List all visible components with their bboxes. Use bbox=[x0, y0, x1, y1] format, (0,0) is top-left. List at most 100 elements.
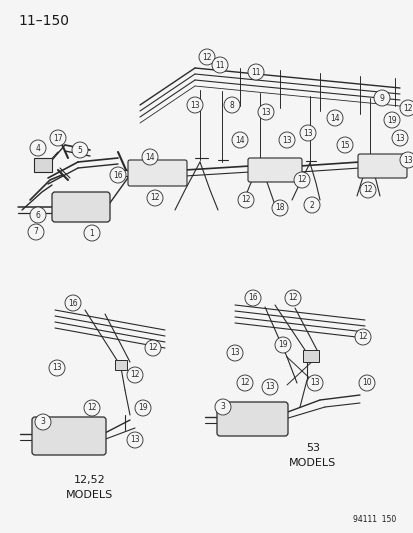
Circle shape bbox=[65, 295, 81, 311]
Text: 13: 13 bbox=[309, 378, 319, 387]
Circle shape bbox=[261, 379, 277, 395]
Text: 13: 13 bbox=[130, 435, 140, 445]
Text: 17: 17 bbox=[53, 133, 63, 142]
Text: 15: 15 bbox=[339, 141, 349, 149]
Circle shape bbox=[326, 110, 342, 126]
FancyBboxPatch shape bbox=[128, 160, 187, 186]
Text: 19: 19 bbox=[278, 341, 287, 350]
Circle shape bbox=[72, 142, 88, 158]
FancyBboxPatch shape bbox=[34, 158, 52, 172]
Circle shape bbox=[284, 290, 300, 306]
Circle shape bbox=[236, 375, 252, 391]
Text: 10: 10 bbox=[361, 378, 371, 387]
Circle shape bbox=[244, 290, 260, 306]
Circle shape bbox=[84, 400, 100, 416]
Circle shape bbox=[49, 360, 65, 376]
Text: 14: 14 bbox=[235, 135, 244, 144]
Circle shape bbox=[110, 167, 126, 183]
Circle shape bbox=[214, 399, 230, 415]
Text: 13: 13 bbox=[282, 135, 291, 144]
Circle shape bbox=[354, 329, 370, 345]
Text: 12: 12 bbox=[241, 196, 250, 205]
FancyBboxPatch shape bbox=[247, 158, 301, 182]
Circle shape bbox=[399, 152, 413, 168]
Circle shape bbox=[187, 97, 202, 113]
Text: 12: 12 bbox=[287, 294, 297, 303]
Text: 16: 16 bbox=[247, 294, 257, 303]
Text: MODELS: MODELS bbox=[66, 490, 113, 500]
FancyBboxPatch shape bbox=[216, 402, 287, 436]
Circle shape bbox=[257, 104, 273, 120]
Text: 13: 13 bbox=[52, 364, 62, 373]
FancyBboxPatch shape bbox=[32, 417, 106, 455]
Text: 12: 12 bbox=[362, 185, 372, 195]
Text: 11: 11 bbox=[251, 68, 260, 77]
Circle shape bbox=[84, 225, 100, 241]
Text: 13: 13 bbox=[190, 101, 199, 109]
Circle shape bbox=[278, 132, 294, 148]
Circle shape bbox=[373, 90, 389, 106]
Circle shape bbox=[399, 100, 413, 116]
Text: 3: 3 bbox=[220, 402, 225, 411]
Text: 12: 12 bbox=[402, 103, 412, 112]
Circle shape bbox=[28, 224, 44, 240]
Text: 9: 9 bbox=[379, 93, 384, 102]
Circle shape bbox=[274, 337, 290, 353]
Circle shape bbox=[336, 137, 352, 153]
Circle shape bbox=[271, 200, 287, 216]
Text: 13: 13 bbox=[394, 133, 404, 142]
Text: 4: 4 bbox=[36, 143, 40, 152]
Text: 12: 12 bbox=[87, 403, 97, 413]
Circle shape bbox=[231, 132, 247, 148]
Circle shape bbox=[306, 375, 322, 391]
Circle shape bbox=[135, 400, 151, 416]
Circle shape bbox=[391, 130, 407, 146]
Text: 11–150: 11–150 bbox=[18, 14, 69, 28]
Text: 18: 18 bbox=[275, 204, 284, 213]
Text: 12: 12 bbox=[240, 378, 249, 387]
Text: 1: 1 bbox=[89, 229, 94, 238]
Circle shape bbox=[237, 192, 254, 208]
Text: 94111  150: 94111 150 bbox=[352, 515, 395, 524]
Circle shape bbox=[303, 197, 319, 213]
Text: 13: 13 bbox=[230, 349, 239, 358]
Text: 12: 12 bbox=[202, 52, 211, 61]
Text: 14: 14 bbox=[145, 152, 154, 161]
Circle shape bbox=[293, 172, 309, 188]
Text: 12: 12 bbox=[148, 343, 157, 352]
Text: 11: 11 bbox=[215, 61, 224, 69]
Text: 5: 5 bbox=[77, 146, 82, 155]
Text: 12: 12 bbox=[150, 193, 159, 203]
Text: 14: 14 bbox=[330, 114, 339, 123]
Text: 16: 16 bbox=[68, 298, 78, 308]
Text: 12: 12 bbox=[130, 370, 140, 379]
Circle shape bbox=[359, 182, 375, 198]
Text: 13: 13 bbox=[302, 128, 312, 138]
Circle shape bbox=[226, 345, 242, 361]
Circle shape bbox=[247, 64, 263, 80]
Text: 6: 6 bbox=[36, 211, 40, 220]
Circle shape bbox=[127, 367, 142, 383]
Circle shape bbox=[35, 414, 51, 430]
Circle shape bbox=[358, 375, 374, 391]
FancyBboxPatch shape bbox=[115, 360, 127, 370]
FancyBboxPatch shape bbox=[357, 154, 406, 178]
Text: 7: 7 bbox=[33, 228, 38, 237]
Text: 53: 53 bbox=[305, 443, 319, 453]
Circle shape bbox=[30, 140, 46, 156]
Circle shape bbox=[50, 130, 66, 146]
Text: 8: 8 bbox=[229, 101, 234, 109]
Circle shape bbox=[145, 340, 161, 356]
Text: 3: 3 bbox=[40, 417, 45, 426]
Circle shape bbox=[127, 432, 142, 448]
FancyBboxPatch shape bbox=[52, 192, 110, 222]
Circle shape bbox=[299, 125, 315, 141]
Text: 12,52: 12,52 bbox=[74, 475, 106, 485]
Circle shape bbox=[30, 207, 46, 223]
FancyBboxPatch shape bbox=[302, 350, 318, 362]
Text: 12: 12 bbox=[297, 175, 306, 184]
Text: 2: 2 bbox=[309, 200, 313, 209]
Circle shape bbox=[383, 112, 399, 128]
Circle shape bbox=[142, 149, 158, 165]
Text: 13: 13 bbox=[402, 156, 412, 165]
